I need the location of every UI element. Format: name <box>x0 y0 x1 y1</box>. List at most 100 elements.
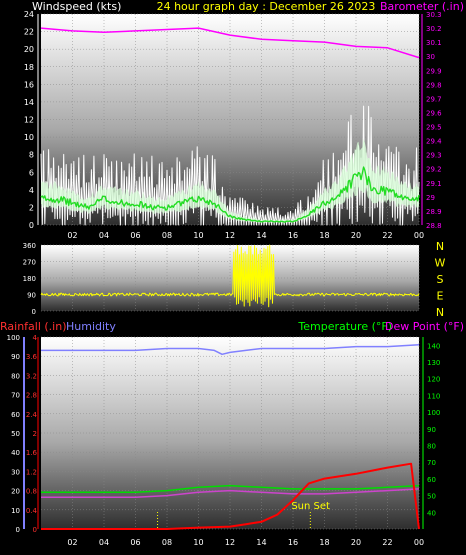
direction-tick-label: 90 <box>27 292 36 300</box>
wind-x-tick-label: 14 <box>256 231 266 240</box>
rain-tick-label: 0.8 <box>26 488 37 496</box>
barometer-line <box>40 27 420 59</box>
wind-panel-series <box>40 27 420 226</box>
rain-tick-label: 0 <box>33 526 37 534</box>
direction-tick-label: 360 <box>23 242 36 250</box>
humidity-tick-label: 40 <box>11 449 20 457</box>
temperature-tick-label: 140 <box>427 342 440 350</box>
humidity-line <box>41 343 420 356</box>
rain-tick-label: 2.4 <box>26 411 38 419</box>
weather-x-tick-label: 20 <box>351 538 361 547</box>
wind-tick-label: 0 <box>29 221 34 230</box>
rainfall-line <box>41 462 420 530</box>
humidity-tick-label: 90 <box>11 353 20 361</box>
temperature-tick-label: 40 <box>427 509 436 517</box>
wind-x-tick-label: 02 <box>67 231 77 240</box>
compass-label: S <box>437 273 444 286</box>
dewpoint-line <box>41 488 420 499</box>
temperature-tick-label: 80 <box>427 443 436 451</box>
temperature-tick-label: 110 <box>427 392 440 400</box>
weather-x-tick-label: 02 <box>67 538 77 547</box>
wind-x-tick-label: 04 <box>99 231 109 240</box>
wind-tick-label: 2 <box>29 203 34 212</box>
humidity-tick-label: 50 <box>11 430 20 438</box>
humidity-axis-title: Humidity <box>66 320 116 333</box>
wind-tick-label: 16 <box>24 80 34 89</box>
wind-direction-line <box>40 244 420 308</box>
rain-tick-label: 3.6 <box>26 353 38 361</box>
weather-x-tick-label: 00 <box>414 538 424 547</box>
weather-x-tick-label: 06 <box>130 538 140 547</box>
barometer-tick-label: 29.3 <box>426 152 442 160</box>
temperature-line <box>41 484 420 494</box>
rain-tick-label: 3.2 <box>26 372 37 380</box>
compass-label: E <box>437 290 444 303</box>
rain-tick-label: 4 <box>33 334 38 342</box>
wind-tick-label: 12 <box>24 116 34 125</box>
temperature-tick-label: 100 <box>427 409 440 417</box>
barometer-tick-label: 28.9 <box>426 208 442 216</box>
direction-panel-series <box>40 244 420 308</box>
rain-tick-label: 1.2 <box>26 468 37 476</box>
direction-tick-label: 270 <box>23 259 36 267</box>
wind-tick-label: 24 <box>24 10 34 19</box>
barometer-tick-label: 29.6 <box>426 109 442 117</box>
humidity-tick-label: 30 <box>11 468 20 476</box>
weather-x-tick-label: 08 <box>162 538 172 547</box>
barometer-tick-label: 29.8 <box>426 81 442 89</box>
rain-tick-label: 1.6 <box>26 449 38 457</box>
weather-x-tick-label: 18 <box>319 538 329 547</box>
wind-x-tick-label: 06 <box>130 231 140 240</box>
weather-x-tick-label: 14 <box>256 538 266 547</box>
wind-x-tick-label: 00 <box>414 231 424 240</box>
temperature-axis-title: Temperature (°F) <box>297 320 392 333</box>
weather-x-tick-label: 22 <box>382 538 392 547</box>
sunset-annotation: Sun Set <box>291 501 330 512</box>
humidity-tick-label: 10 <box>11 507 20 515</box>
direction-tick-label: 180 <box>23 275 36 283</box>
barometer-tick-label: 29 <box>426 194 435 202</box>
barometer-tick-label: 29.2 <box>426 166 442 174</box>
wind-x-tick-label: 08 <box>162 231 172 240</box>
barometer-tick-label: 30.1 <box>426 39 442 47</box>
rain-tick-label: 0.4 <box>26 507 38 515</box>
weather-x-tick-label: 12 <box>225 538 235 547</box>
weather-x-tick-label: 04 <box>99 538 109 547</box>
barometer-tick-label: 28.8 <box>426 222 442 230</box>
temperature-tick-label: 120 <box>427 376 440 384</box>
humidity-tick-label: 80 <box>11 372 20 380</box>
wind-tick-label: 18 <box>24 63 34 72</box>
barometer-tick-label: 30.2 <box>426 25 442 33</box>
barometer-tick-label: 29.4 <box>426 138 442 146</box>
barometer-tick-label: 29.1 <box>426 180 442 188</box>
humidity-tick-label: 60 <box>11 411 20 419</box>
rain-humidity-temp-panel: 100908070605040302010043.63.22.82.421.61… <box>7 334 441 547</box>
wind-tick-label: 8 <box>29 151 34 160</box>
barometer-tick-label: 30.3 <box>426 11 442 19</box>
compass-label: N <box>436 240 444 253</box>
temperature-tick-label: 90 <box>427 426 436 434</box>
dewpoint-axis-title: Dew Point (°F) <box>385 320 464 333</box>
barometer-tick-label: 29.7 <box>426 95 442 103</box>
barometer-tick-label: 29.9 <box>426 67 442 75</box>
temperature-tick-label: 60 <box>427 476 436 484</box>
compass-label: W <box>435 257 446 270</box>
wind-tick-label: 10 <box>24 133 34 142</box>
windspeed-average-line <box>40 166 420 223</box>
temperature-tick-label: 50 <box>427 493 436 501</box>
rain-tick-label: 2 <box>33 430 37 438</box>
rain-tick-label: 2.8 <box>26 392 37 400</box>
wind-x-tick-label: 10 <box>193 231 203 240</box>
barometer-axis-title: Barometer (.in) <box>380 0 464 13</box>
wind-tick-label: 20 <box>24 45 34 54</box>
weather-panel-series <box>41 343 420 530</box>
weather-x-tick-label: 16 <box>288 538 298 547</box>
wind-tick-label: 14 <box>24 98 34 107</box>
direction-tick-label: 0 <box>32 308 36 316</box>
weather-x-tick-label: 10 <box>193 538 203 547</box>
barometer-tick-label: 29.5 <box>426 124 442 132</box>
graph-title: 24 hour graph day : December 26 2023 <box>157 0 376 13</box>
